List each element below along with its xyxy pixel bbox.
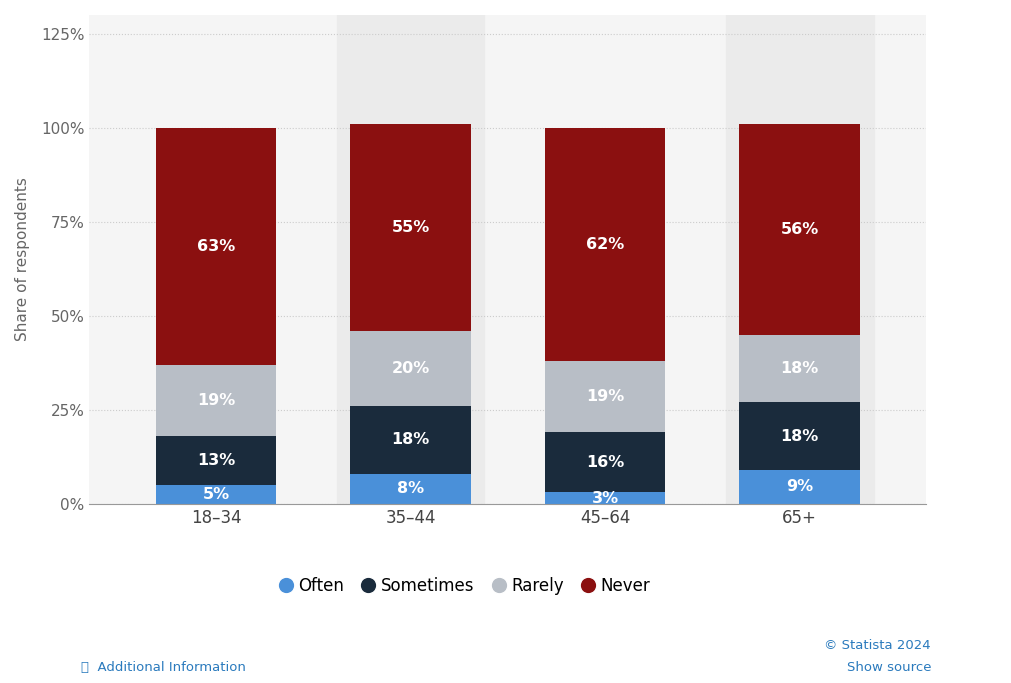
Y-axis label: Share of respondents: Share of respondents [15, 178, 30, 342]
Bar [739, 335, 859, 402]
Bar [337, 15, 484, 504]
Text: 13%: 13% [196, 453, 235, 468]
Bar [544, 361, 665, 432]
Bar [544, 432, 665, 492]
Text: 63%: 63% [196, 239, 235, 253]
Text: 18%: 18% [779, 361, 818, 376]
Text: 56%: 56% [779, 222, 818, 237]
Bar [156, 365, 276, 436]
Text: 8%: 8% [396, 482, 424, 497]
Text: 5%: 5% [202, 487, 229, 502]
Text: 55%: 55% [391, 220, 430, 235]
Text: 18%: 18% [779, 428, 818, 443]
Bar [739, 124, 859, 335]
Bar [156, 128, 276, 365]
Text: ⓘ  Additional Information: ⓘ Additional Information [81, 661, 246, 675]
Text: 20%: 20% [391, 361, 430, 376]
Bar [350, 406, 470, 474]
Text: 18%: 18% [391, 432, 430, 447]
Text: 62%: 62% [585, 237, 624, 252]
Bar [156, 485, 276, 504]
Bar [725, 15, 872, 504]
Bar [350, 124, 470, 331]
Text: 3%: 3% [591, 490, 618, 505]
Bar [739, 470, 859, 504]
Text: 9%: 9% [786, 479, 813, 494]
Bar [544, 492, 665, 504]
Bar [350, 474, 470, 504]
Bar [544, 128, 665, 361]
Bar [739, 402, 859, 470]
Bar [156, 436, 276, 485]
Text: 16%: 16% [585, 455, 624, 470]
Legend: Often, Sometimes, Rarely, Never: Often, Sometimes, Rarely, Never [275, 571, 656, 602]
Bar [350, 331, 470, 406]
Text: 19%: 19% [196, 393, 235, 408]
Text: © Statista 2024: © Statista 2024 [824, 639, 930, 652]
Text: 19%: 19% [585, 389, 624, 404]
Text: Show source: Show source [846, 661, 930, 675]
